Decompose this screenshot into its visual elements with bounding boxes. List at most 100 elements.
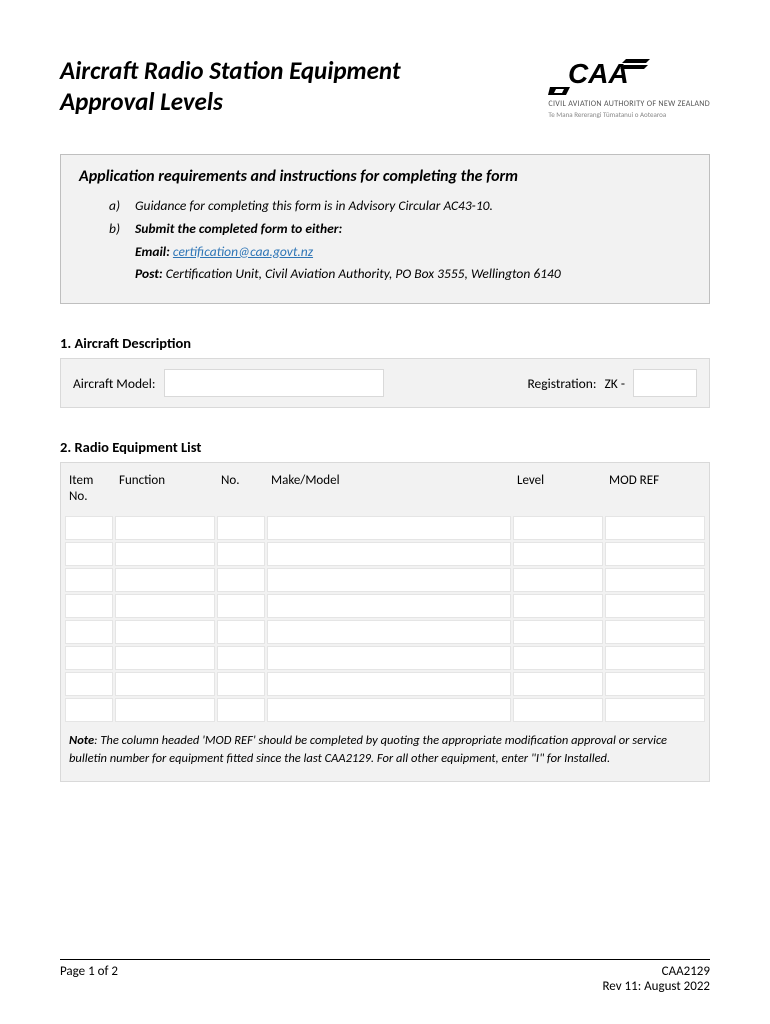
- table-cell[interactable]: [65, 568, 113, 592]
- equipment-table-container: Item No. Function No. Make/Model Level M…: [60, 462, 710, 782]
- instructions-title: Application requirements and instruction…: [79, 167, 691, 186]
- table-row: [65, 698, 705, 722]
- table-cell[interactable]: [605, 620, 705, 644]
- col-function: Function: [115, 467, 215, 514]
- table-cell[interactable]: [267, 620, 511, 644]
- table-row: [65, 594, 705, 618]
- table-row: [65, 620, 705, 644]
- table-cell[interactable]: [65, 698, 113, 722]
- note-text: : The column headed 'MOD REF' should be …: [69, 733, 667, 766]
- table-cell[interactable]: [115, 516, 215, 540]
- equipment-table: Item No. Function No. Make/Model Level M…: [63, 465, 707, 724]
- table-cell[interactable]: [115, 568, 215, 592]
- table-cell[interactable]: [605, 672, 705, 696]
- section-1-heading: 1. Aircraft Description: [60, 334, 710, 352]
- table-cell[interactable]: [115, 698, 215, 722]
- table-cell[interactable]: [513, 698, 603, 722]
- table-cell[interactable]: [217, 672, 265, 696]
- instruction-b-text: Submit the completed form to either:: [135, 220, 342, 237]
- table-cell[interactable]: [217, 646, 265, 670]
- equipment-table-body: [65, 516, 705, 722]
- marker-b: b): [109, 219, 135, 284]
- table-note: Note: The column headed 'MOD REF' should…: [63, 724, 707, 771]
- table-cell[interactable]: [217, 594, 265, 618]
- table-cell[interactable]: [267, 672, 511, 696]
- instruction-item-a: a) Guidance for completing this form is …: [109, 196, 691, 216]
- registration-prefix: ZK -: [604, 375, 625, 392]
- instruction-item-b: b) Submit the completed form to either: …: [109, 219, 691, 284]
- table-row: [65, 646, 705, 670]
- logo-subtitle-2: Te Mana Rererangi Tūmatanui o Aotearoa: [548, 110, 710, 119]
- table-cell[interactable]: [217, 516, 265, 540]
- registration-input[interactable]: [633, 369, 697, 397]
- table-cell[interactable]: [605, 698, 705, 722]
- table-cell[interactable]: [513, 620, 603, 644]
- page-footer: Page 1 of 2 CAA2129 Rev 11: August 2022: [60, 959, 710, 994]
- email-label: Email:: [135, 243, 170, 260]
- table-cell[interactable]: [605, 646, 705, 670]
- svg-text:CAA: CAA: [568, 58, 629, 89]
- table-cell[interactable]: [267, 542, 511, 566]
- table-cell[interactable]: [65, 620, 113, 644]
- table-cell[interactable]: [605, 594, 705, 618]
- table-row: [65, 516, 705, 540]
- table-cell[interactable]: [267, 594, 511, 618]
- page-title: Aircraft Radio Station Equipment Approva…: [60, 55, 460, 118]
- table-row: [65, 568, 705, 592]
- table-cell[interactable]: [65, 542, 113, 566]
- table-cell[interactable]: [513, 672, 603, 696]
- table-cell[interactable]: [605, 568, 705, 592]
- col-item-no: Item No.: [65, 467, 113, 514]
- table-cell[interactable]: [217, 542, 265, 566]
- aircraft-model-input[interactable]: [164, 369, 384, 397]
- footer-page-number: Page 1 of 2: [60, 964, 118, 994]
- table-row: [65, 542, 705, 566]
- table-cell[interactable]: [115, 620, 215, 644]
- post-line: Post: Certification Unit, Civil Aviation…: [135, 264, 691, 284]
- table-row: [65, 672, 705, 696]
- col-mod-ref: MOD REF: [605, 467, 705, 514]
- section-2-heading: 2. Radio Equipment List: [60, 438, 710, 456]
- table-cell[interactable]: [267, 516, 511, 540]
- table-cell[interactable]: [605, 542, 705, 566]
- footer-form-id: CAA2129: [602, 964, 710, 979]
- footer-revision: Rev 11: August 2022: [602, 979, 710, 994]
- table-cell[interactable]: [267, 646, 511, 670]
- table-cell[interactable]: [513, 542, 603, 566]
- table-cell[interactable]: [513, 646, 603, 670]
- table-cell[interactable]: [267, 568, 511, 592]
- email-link[interactable]: certification@caa.govt.nz: [173, 243, 313, 260]
- table-cell[interactable]: [513, 594, 603, 618]
- caa-logo-icon: CAA: [548, 55, 668, 97]
- table-cell[interactable]: [267, 698, 511, 722]
- table-cell[interactable]: [65, 594, 113, 618]
- table-cell[interactable]: [217, 698, 265, 722]
- table-cell[interactable]: [65, 646, 113, 670]
- table-cell[interactable]: [513, 568, 603, 592]
- registration-label: Registration:: [527, 375, 596, 392]
- table-cell[interactable]: [65, 672, 113, 696]
- aircraft-description-row: Aircraft Model: Registration: ZK -: [60, 358, 710, 408]
- table-cell[interactable]: [605, 516, 705, 540]
- table-cell[interactable]: [115, 594, 215, 618]
- table-header-row: Item No. Function No. Make/Model Level M…: [65, 467, 705, 514]
- footer-right: CAA2129 Rev 11: August 2022: [602, 964, 710, 994]
- aircraft-model-label: Aircraft Model:: [73, 375, 156, 392]
- col-no: No.: [217, 467, 265, 514]
- marker-a: a): [109, 196, 135, 216]
- table-cell[interactable]: [217, 620, 265, 644]
- post-text: Certification Unit, Civil Aviation Autho…: [166, 265, 561, 282]
- email-line: Email: certification@caa.govt.nz: [135, 242, 691, 262]
- note-label: Note: [69, 733, 94, 748]
- table-cell[interactable]: [115, 646, 215, 670]
- table-cell[interactable]: [115, 542, 215, 566]
- table-cell[interactable]: [513, 516, 603, 540]
- table-cell[interactable]: [115, 672, 215, 696]
- instructions-list: a) Guidance for completing this form is …: [79, 196, 691, 284]
- logo-subtitle-1: CIVIL AVIATION AUTHORITY OF NEW ZEALAND: [548, 99, 710, 109]
- instruction-a-text: Guidance for completing this form is in …: [135, 196, 691, 216]
- table-cell[interactable]: [65, 516, 113, 540]
- table-cell[interactable]: [217, 568, 265, 592]
- col-make-model: Make/Model: [267, 467, 511, 514]
- logo: CAA CIVIL AVIATION AUTHORITY OF NEW ZEAL…: [548, 55, 710, 119]
